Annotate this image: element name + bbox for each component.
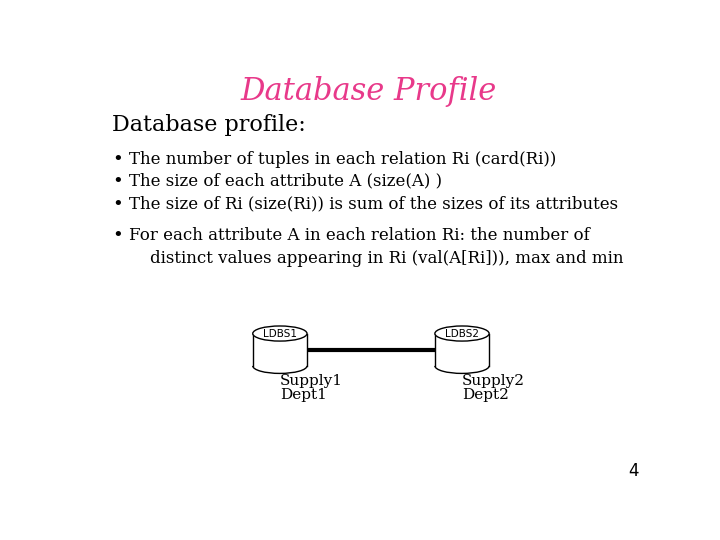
Text: •: • — [112, 195, 123, 214]
Text: For each attribute A in each relation Ri: the number of
    distinct values appe: For each attribute A in each relation Ri… — [129, 226, 624, 267]
Text: LDBS1: LDBS1 — [263, 328, 297, 339]
Text: Supply2: Supply2 — [462, 374, 525, 388]
Text: •: • — [112, 151, 123, 169]
Ellipse shape — [435, 326, 489, 341]
Text: 4: 4 — [628, 462, 639, 481]
Text: Database profile:: Database profile: — [112, 114, 305, 136]
Text: The number of tuples in each relation Ri (card(Ri)): The number of tuples in each relation Ri… — [129, 151, 556, 168]
Text: The size of Ri (size(Ri)) is sum of the sizes of its attributes: The size of Ri (size(Ri)) is sum of the … — [129, 195, 618, 213]
Text: The size of each attribute A (size(A) ): The size of each attribute A (size(A) ) — [129, 173, 442, 190]
Text: •: • — [112, 173, 123, 191]
Bar — [253, 334, 307, 366]
Text: •: • — [112, 226, 123, 245]
Ellipse shape — [253, 326, 307, 341]
Text: Dept1: Dept1 — [280, 388, 327, 402]
Text: LDBS2: LDBS2 — [445, 328, 479, 339]
Text: Dept2: Dept2 — [462, 388, 509, 402]
Text: Supply1: Supply1 — [280, 374, 343, 388]
Text: Database Profile: Database Profile — [241, 76, 497, 107]
Bar — [435, 334, 489, 366]
